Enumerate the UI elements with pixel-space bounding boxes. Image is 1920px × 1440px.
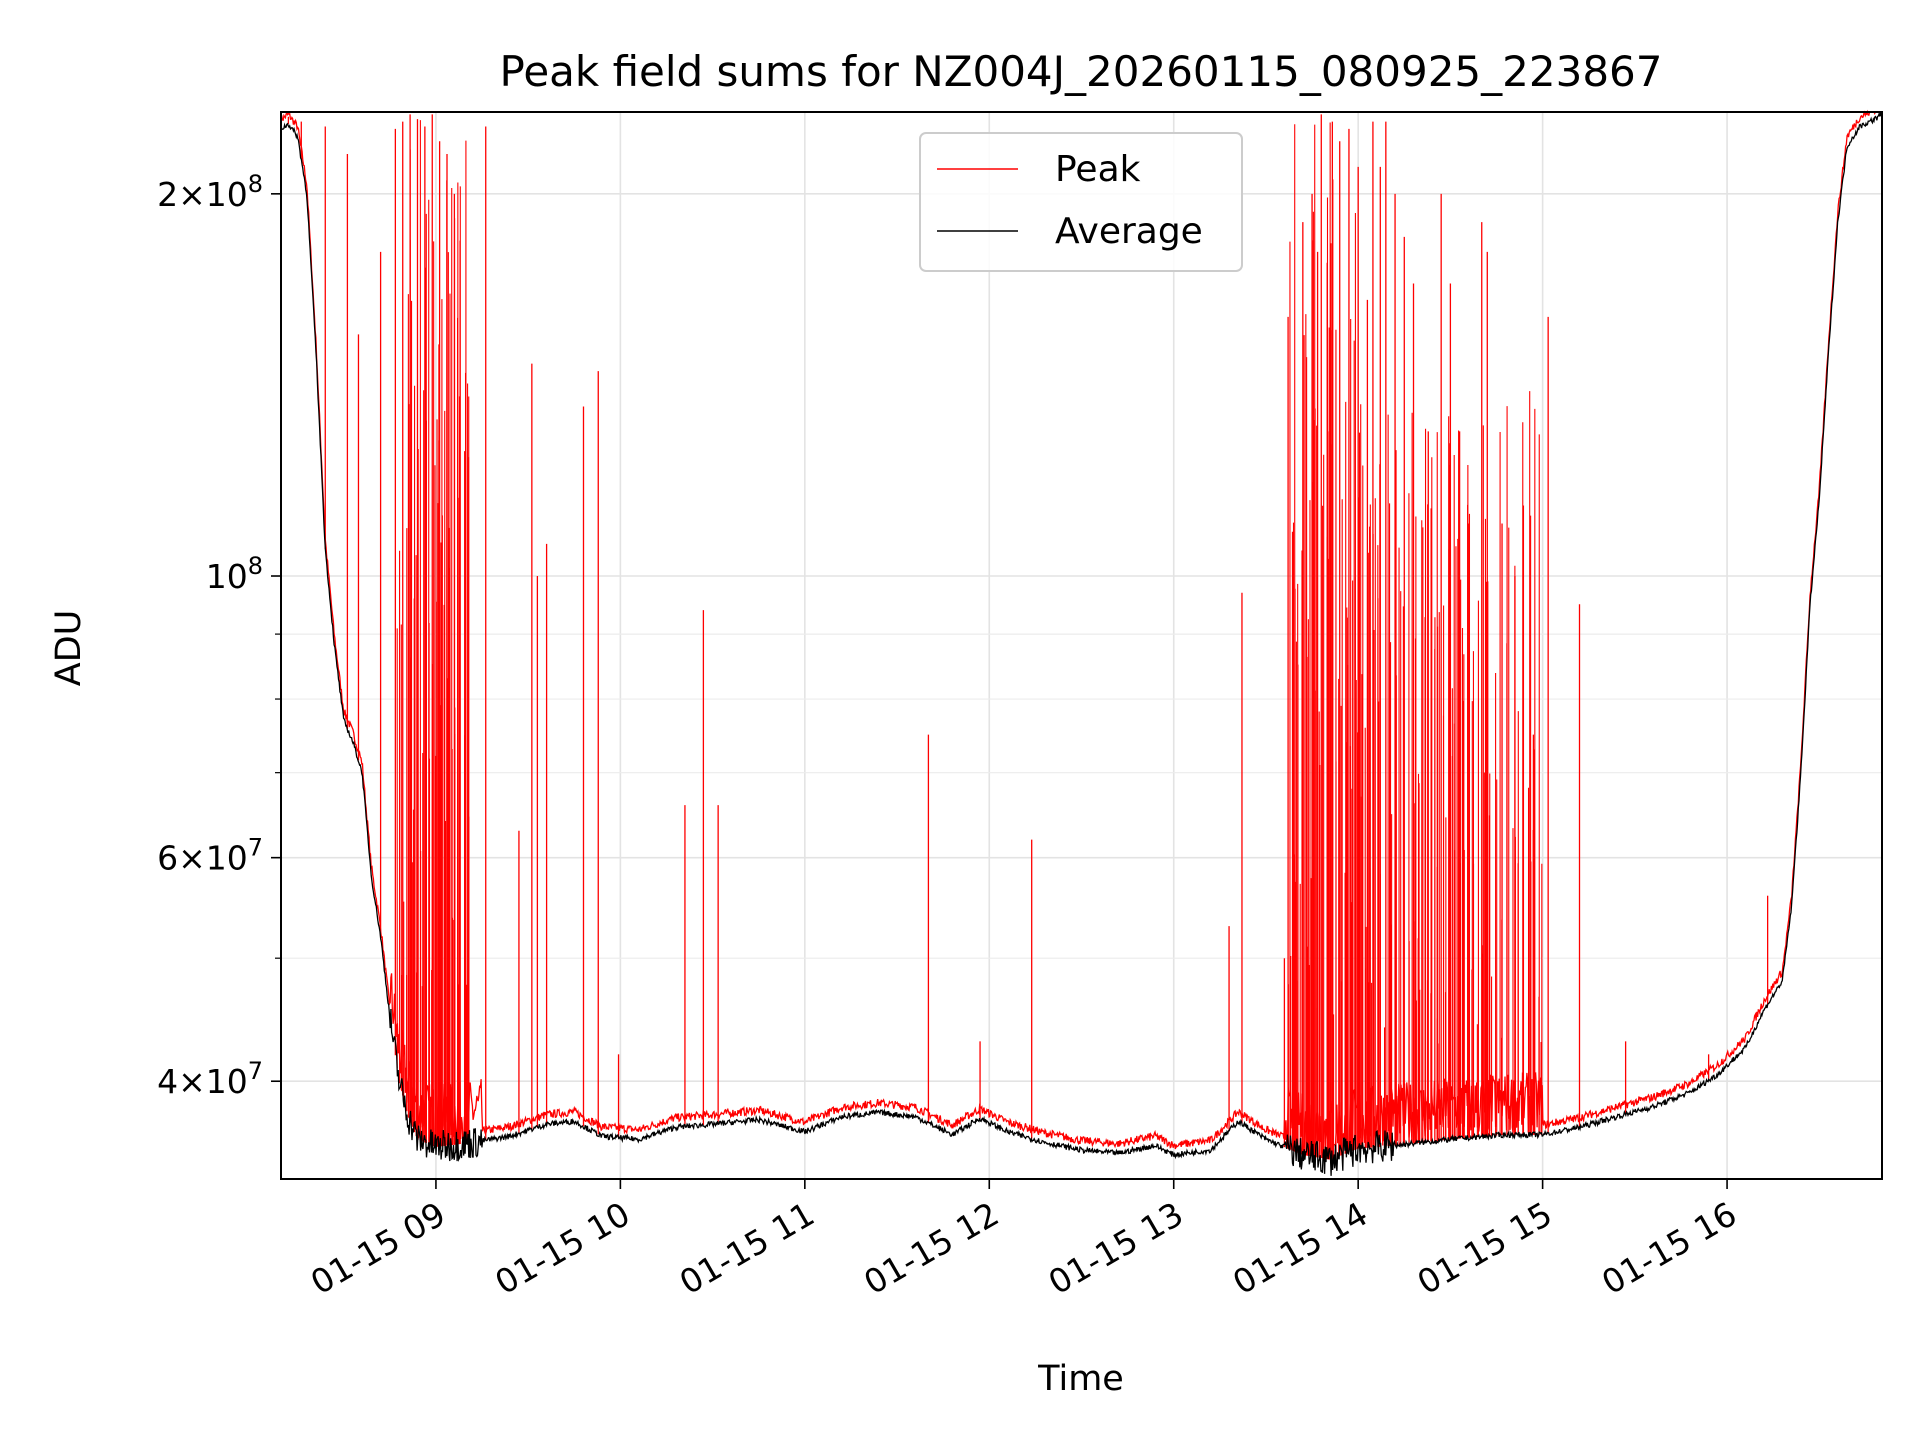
plot-frame	[280, 111, 1883, 1180]
legend-peak-label: Peak	[1055, 149, 1141, 190]
legend: Peak Average	[919, 132, 1243, 272]
plot-area	[280, 109, 1883, 1176]
grid	[281, 112, 1882, 1179]
chart-title: Peak field sums for NZ004J_20260115_0809…	[500, 47, 1663, 96]
y-tick-label: 6×107	[157, 834, 263, 878]
x-axis-label: Time	[1037, 1359, 1124, 1399]
peak-series-line	[280, 109, 1882, 1157]
average-series-line	[280, 111, 1883, 1176]
y-tick-label: 2×108	[157, 170, 263, 214]
legend-box	[919, 132, 1243, 272]
y-tick-label: 4×107	[157, 1057, 263, 1101]
y-axis-label: ADU	[49, 610, 89, 687]
legend-average-label: Average	[1055, 211, 1203, 252]
y-axis: 4×107 6×107 108 2×108	[157, 170, 281, 1101]
y-tick-label: 108	[206, 552, 263, 596]
